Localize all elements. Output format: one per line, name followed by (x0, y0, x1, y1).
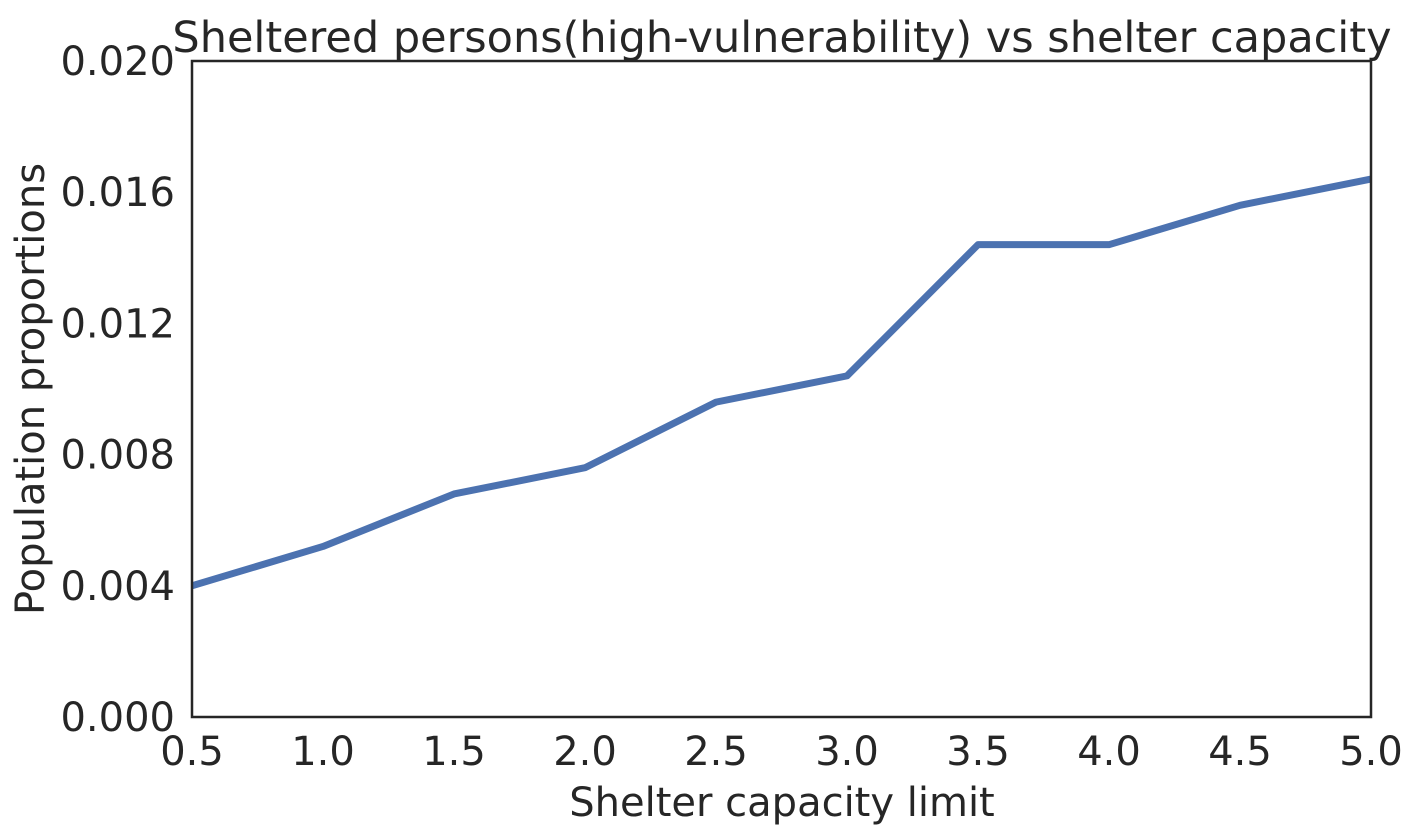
y-tick-label: 0.012 (60, 301, 175, 347)
y-tick-label: 0.004 (60, 564, 175, 610)
x-tick-label: 1.0 (291, 729, 355, 775)
x-tick-label: 3.5 (946, 729, 1010, 775)
chart-title: Sheltered persons(high-vulnerability) vs… (172, 13, 1391, 63)
y-tick-label: 0.008 (60, 433, 175, 479)
x-tick-label: 0.5 (160, 729, 224, 775)
x-tick-label: 4.5 (1208, 729, 1272, 775)
plot-frame (190, 59, 1373, 719)
x-tick-label: 2.0 (553, 729, 617, 775)
y-tick-label: 0.020 (60, 39, 175, 85)
x-axis-label: Shelter capacity limit (569, 780, 995, 826)
x-tick-label: 3.0 (815, 729, 879, 775)
x-tick-label: 4.0 (1077, 729, 1141, 775)
y-tick-label: 0.000 (60, 695, 175, 741)
y-axis-label: Population proportions (8, 163, 54, 615)
y-tick-label: 0.016 (60, 170, 175, 216)
series-line-0 (192, 175, 1371, 590)
x-tick-label: 5.0 (1339, 729, 1403, 775)
x-tick-label: 1.5 (422, 729, 486, 775)
x-tick-label: 2.5 (684, 729, 748, 775)
plot-area: 0.5 1.0 1.5 2.0 2.5 3.0 3.5 4.0 4.5 5.0 0.000 0.004… (60, 39, 1402, 775)
